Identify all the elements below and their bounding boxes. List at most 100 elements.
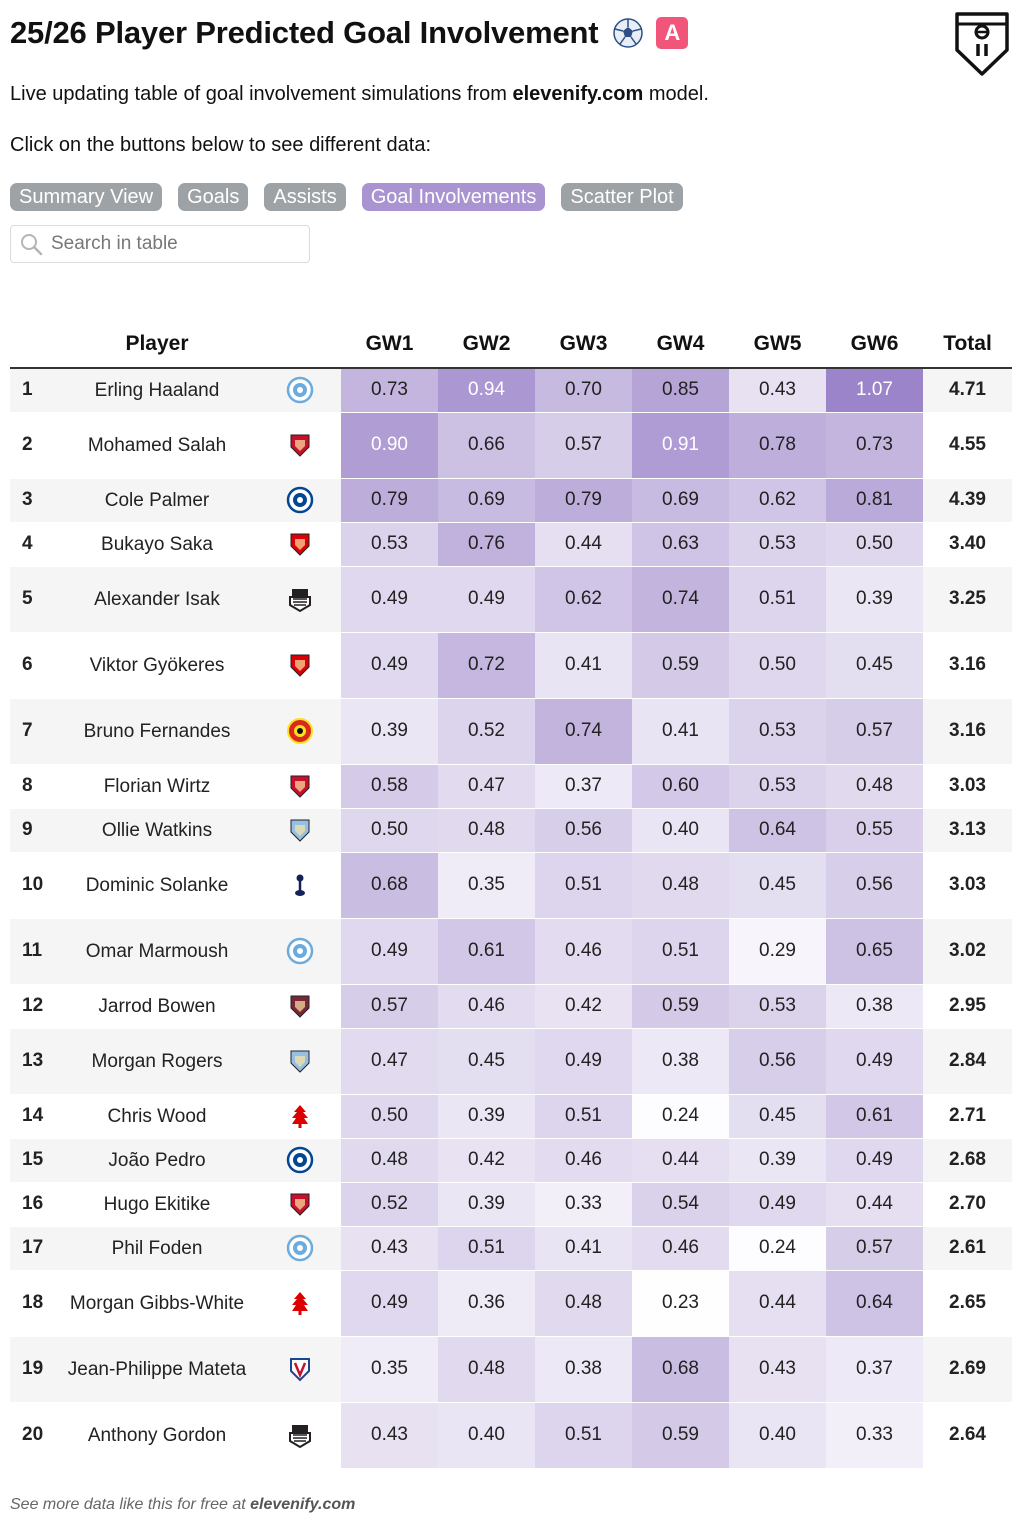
rank-cell: 7 [10,698,55,765]
table-row[interactable]: 8 Florian Wirtz 0.58 0.47 0.37 0.60 0.53 0.48 3.… [10,764,1012,809]
club-crest-icon [259,478,341,523]
search-input[interactable] [51,233,291,255]
gw1-cell: 0.52 [341,1182,438,1227]
gw3-cell: 0.79 [535,478,632,523]
rank-cell: 11 [10,918,55,985]
gw6-cell: 0.81 [826,478,923,523]
gw6-cell: 0.64 [826,1270,923,1337]
table-row[interactable]: 7 Bruno Fernandes 0.39 0.52 0.74 0.41 0.53 0.57… [10,698,1012,765]
gw3-header[interactable]: GW3 [535,320,632,369]
gw4-header[interactable]: GW4 [632,320,729,369]
gw4-cell: 0.74 [632,566,729,633]
gw1-cell: 0.39 [341,698,438,765]
table-row[interactable]: 19 Jean-Philippe Mateta 0.35 0.48 0.38 0.68 0.… [10,1336,1012,1403]
view-buttons: Summary View Goals Assists Goal Involvem… [10,183,699,211]
total-cell: 3.16 [923,698,1012,765]
table-row[interactable]: 5 Alexander Isak 0.49 0.49 0.62 0.74 0.51 0.39 3… [10,566,1012,633]
total-cell: 2.68 [923,1138,1012,1183]
rank-cell: 13 [10,1028,55,1095]
table-row[interactable]: 13 Morgan Rogers 0.47 0.45 0.49 0.38 0.56 0.49 2… [10,1028,1012,1095]
total-cell: 3.02 [923,918,1012,985]
gw1-cell: 0.50 [341,1094,438,1139]
summary-view-button[interactable]: Summary View [10,183,163,211]
gw2-cell: 0.35 [438,852,535,919]
gw6-cell: 0.38 [826,984,923,1029]
club-crest-icon [259,698,341,765]
gw4-cell: 0.59 [632,984,729,1029]
gw3-cell: 0.74 [535,698,632,765]
player-name-cell: Jean-Philippe Mateta [55,1336,259,1403]
footer-link[interactable]: elevenify.com [250,1496,356,1513]
gw2-header[interactable]: GW2 [438,320,535,369]
gw2-cell: 0.46 [438,984,535,1029]
gw4-cell: 0.68 [632,1336,729,1403]
club-crest-icon [259,632,341,699]
gw6-cell: 0.55 [826,808,923,853]
total-header[interactable]: Total [923,320,1012,369]
gw1-cell: 0.58 [341,764,438,809]
gw5-cell: 0.53 [729,764,826,809]
search-box[interactable] [10,225,310,263]
table-row[interactable]: 18 Morgan Gibbs-White 0.49 0.36 0.48 0.23 0.44… [10,1270,1012,1337]
subtitle-link[interactable]: elevenify.com [512,83,644,105]
gw5-cell: 0.45 [729,852,826,919]
club-crest-icon [259,566,341,633]
gw3-cell: 0.38 [535,1336,632,1403]
table-body: 1 Erling Haaland 0.73 0.94 0.70 0.85 0.43 1.07 4… [10,368,1012,1469]
gw4-cell: 0.48 [632,852,729,919]
table-row[interactable]: 6 Viktor Gyökeres 0.49 0.72 0.41 0.59 0.50 0.45… [10,632,1012,699]
club-crest-icon [259,918,341,985]
table-row[interactable]: 2 Mohamed Salah 0.90 0.66 0.57 0.91 0.78 0.73 4.… [10,412,1012,479]
club-crest-icon [259,808,341,853]
table-row[interactable]: 4 Bukayo Saka 0.53 0.76 0.44 0.63 0.53 0.50 3.40 [10,522,1012,567]
gw4-cell: 0.91 [632,412,729,479]
scatter-plot-button[interactable]: Scatter Plot [561,183,683,211]
player-name-cell: Cole Palmer [55,478,259,523]
gw4-cell: 0.40 [632,808,729,853]
table-row[interactable]: 20 Anthony Gordon 0.43 0.40 0.51 0.59 0.40 0.33… [10,1402,1012,1469]
gw1-cell: 0.47 [341,1028,438,1095]
gw3-cell: 0.57 [535,412,632,479]
gw5-header[interactable]: GW5 [729,320,826,369]
gw6-cell: 0.61 [826,1094,923,1139]
goal-involvements-button[interactable]: Goal Involvements [361,183,546,211]
club-crest-icon [259,1270,341,1337]
gw1-cell: 0.49 [341,632,438,699]
gw3-cell: 0.62 [535,566,632,633]
table-row[interactable]: 3 Cole Palmer 0.79 0.69 0.79 0.69 0.62 0.81 4.39 [10,478,1012,523]
gw1-cell: 0.49 [341,566,438,633]
total-cell: 2.65 [923,1270,1012,1337]
table-row[interactable]: 9 Ollie Watkins 0.50 0.48 0.56 0.40 0.64 0.55 3.… [10,808,1012,853]
gw1-cell: 0.57 [341,984,438,1029]
club-crest-icon [259,368,341,413]
player-name-cell: Ollie Watkins [55,808,259,853]
table-row[interactable]: 1 Erling Haaland 0.73 0.94 0.70 0.85 0.43 1.07 4… [10,368,1012,413]
goals-button[interactable]: Goals [178,183,249,211]
elevenify-logo [953,8,1011,78]
gw5-cell: 0.53 [729,698,826,765]
table-row[interactable]: 17 Phil Foden 0.43 0.51 0.41 0.46 0.24 0.57 2.61 [10,1226,1012,1271]
table-row[interactable]: 16 Hugo Ekitike 0.52 0.39 0.33 0.54 0.49 0.44 2.… [10,1182,1012,1227]
player-name-cell: Hugo Ekitike [55,1182,259,1227]
gw3-cell: 0.41 [535,632,632,699]
gw4-cell: 0.24 [632,1094,729,1139]
assists-button[interactable]: Assists [264,183,346,211]
gw4-cell: 0.23 [632,1270,729,1337]
table-row[interactable]: 12 Jarrod Bowen 0.57 0.46 0.42 0.59 0.53 0.38 2.… [10,984,1012,1029]
rank-cell: 5 [10,566,55,633]
table-row[interactable]: 11 Omar Marmoush 0.49 0.61 0.46 0.51 0.29 0.65 3… [10,918,1012,985]
gw6-cell: 0.57 [826,698,923,765]
search-icon [21,234,43,256]
rank-cell: 9 [10,808,55,853]
player-header[interactable]: Player [55,320,259,369]
gw5-cell: 0.78 [729,412,826,479]
table-row[interactable]: 15 João Pedro 0.48 0.42 0.46 0.44 0.39 0.49 2.68 [10,1138,1012,1183]
gw6-header[interactable]: GW6 [826,320,923,369]
club-crest-icon [259,522,341,567]
player-name-cell: Bruno Fernandes [55,698,259,765]
total-cell: 4.71 [923,368,1012,413]
table-row[interactable]: 14 Chris Wood 0.50 0.39 0.51 0.24 0.45 0.61 2.71 [10,1094,1012,1139]
gw1-header[interactable]: GW1 [341,320,438,369]
club-crest-icon [259,1402,341,1469]
table-row[interactable]: 10 Dominic Solanke 0.68 0.35 0.51 0.48 0.45 0.5… [10,852,1012,919]
